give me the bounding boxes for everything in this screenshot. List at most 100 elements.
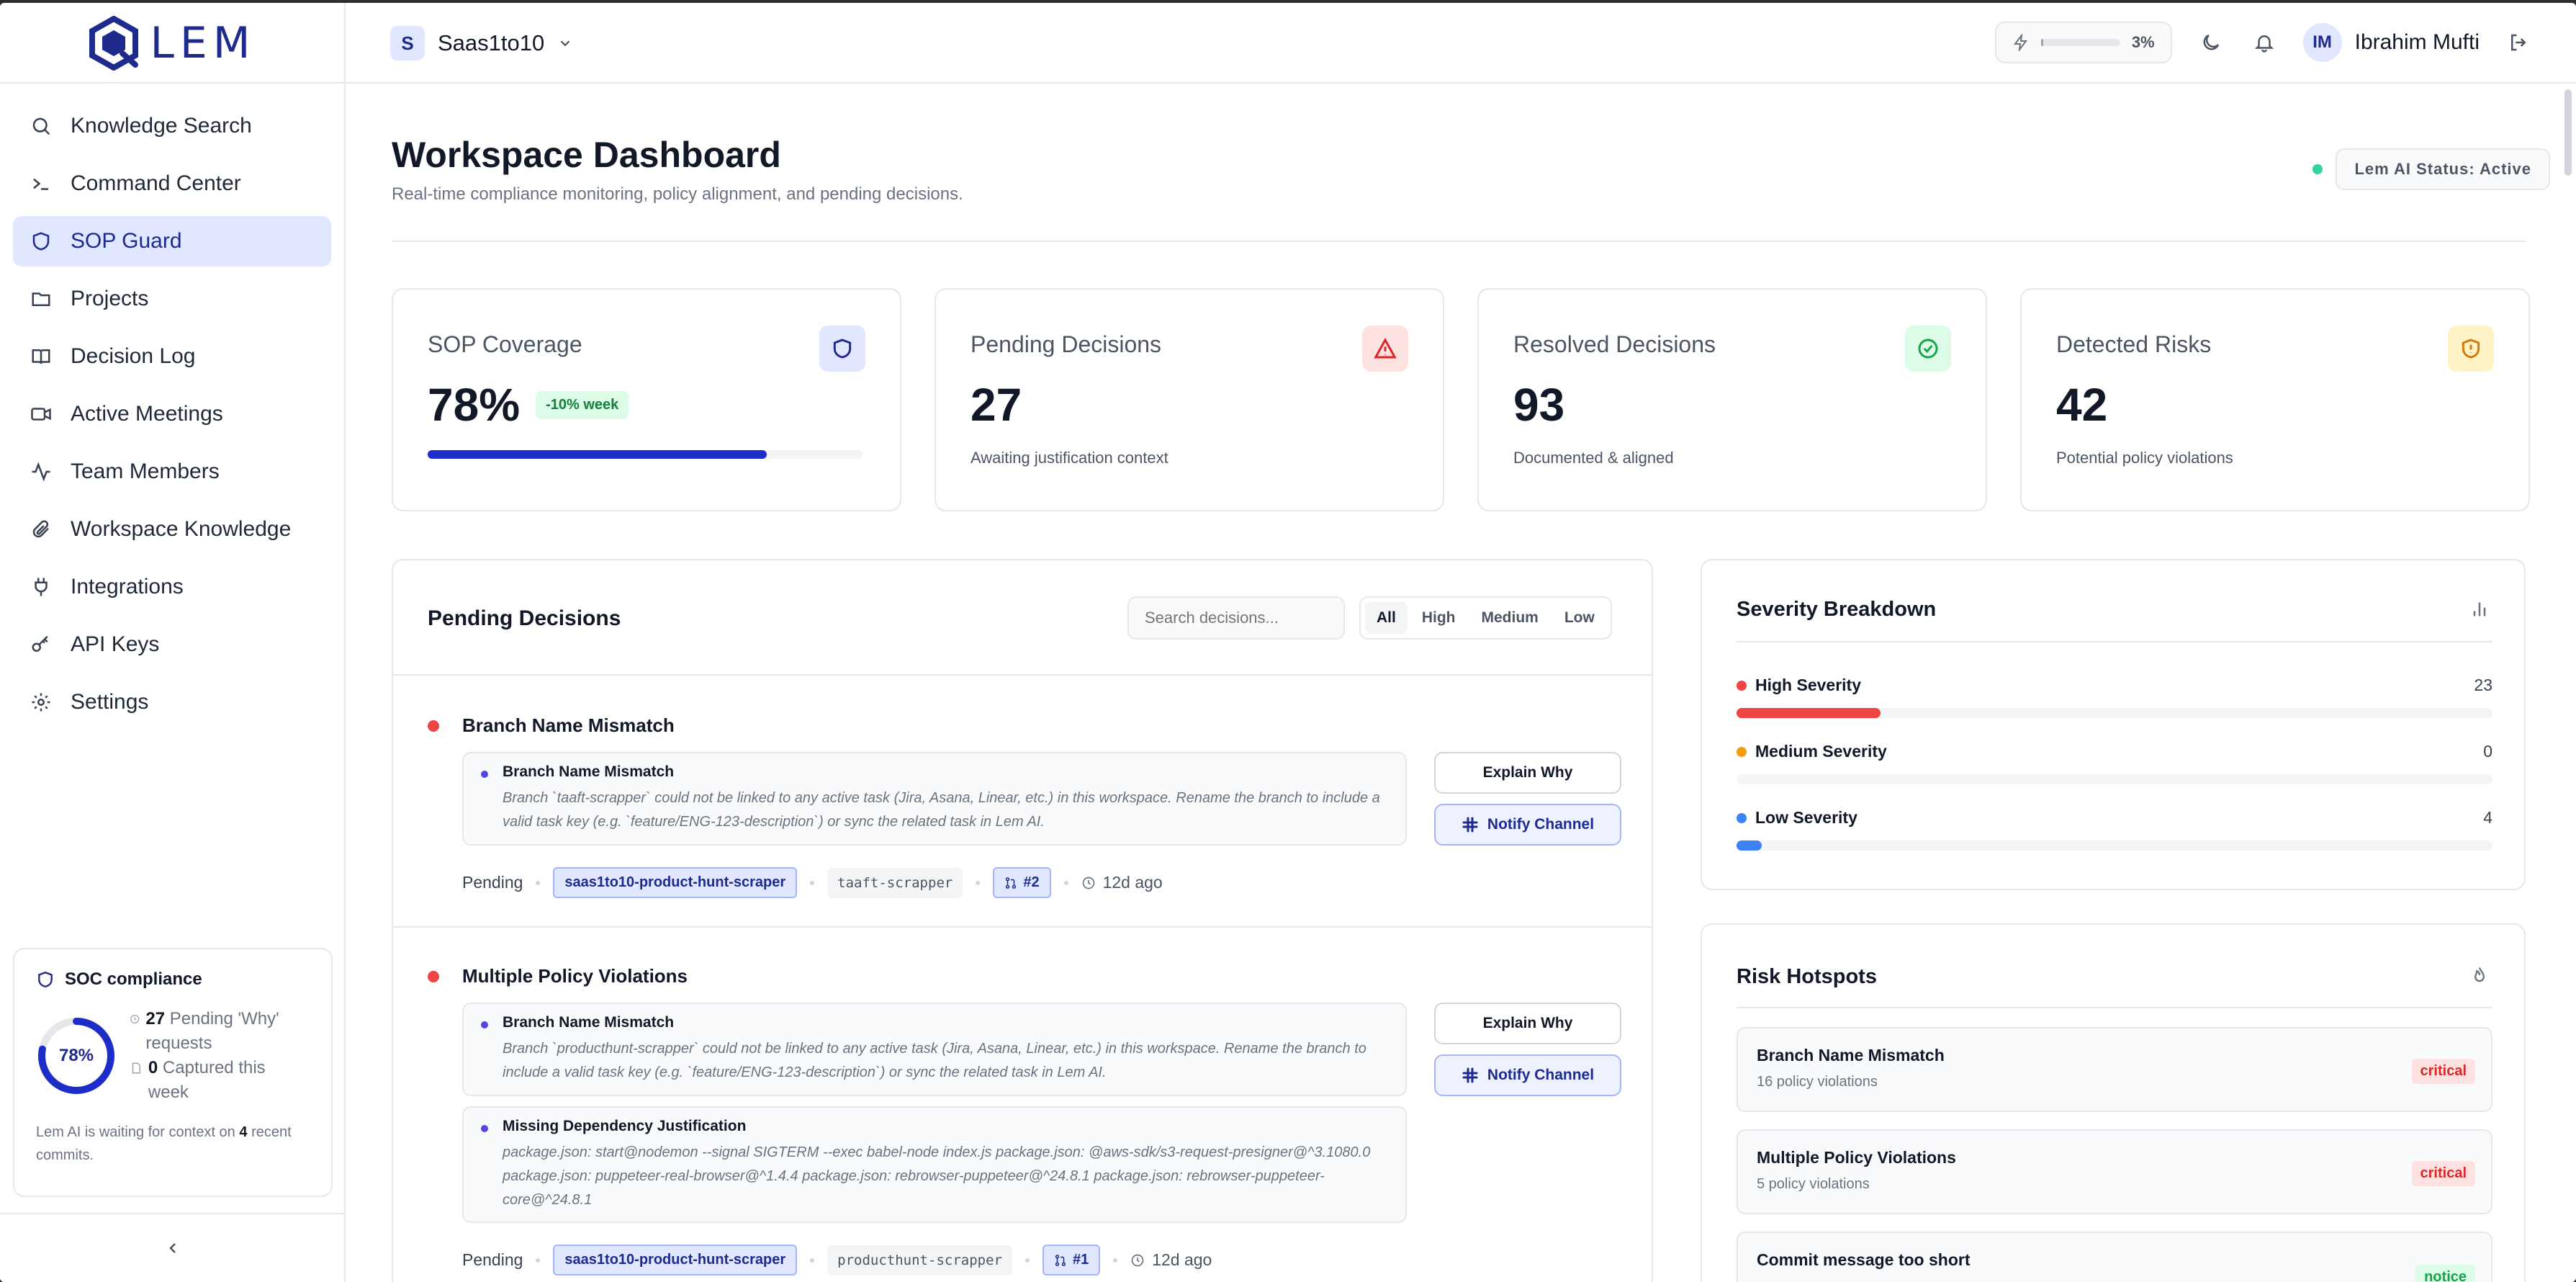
violation-text: Branch `taaft-scrapper` could not be lin… (503, 790, 1380, 830)
bar-chart-icon[interactable] (2469, 599, 2490, 619)
shield-alert-icon (2448, 326, 2494, 372)
filter-medium[interactable]: Medium (1481, 609, 1539, 626)
soc-compliance-card[interactable]: SOC compliance 78% 27 Pending 'Why' requ… (13, 948, 333, 1197)
filter-all[interactable]: All (1365, 602, 1408, 634)
button-label: Explain Why (1482, 1015, 1573, 1031)
hotspot-item[interactable]: Multiple Policy Violations 5 policy viol… (1737, 1129, 2492, 1214)
logout-button[interactable] (2504, 28, 2533, 57)
sidebar-item-label: Settings (71, 690, 149, 714)
violation-dot (481, 1125, 488, 1132)
flame-icon[interactable] (2469, 965, 2490, 985)
hotspot-count: 5 policy violations (1757, 1176, 1870, 1192)
user-menu[interactable]: IM Ibrahim Mufti (2302, 23, 2480, 62)
ai-status-badge: Lem AI Status: Active (2336, 148, 2550, 190)
button-label: Notify Channel (1487, 816, 1595, 833)
pull-request-number: #2 (1023, 874, 1040, 890)
severity-row-high: High Severity 23 (1737, 676, 2492, 718)
stat-description: Documented & aligned (1513, 449, 1674, 467)
chevron-down-icon (560, 40, 570, 47)
stat-card-detected-risks: Detected Risks 42 Potential policy viola… (2020, 288, 2530, 511)
pending-decisions-panel: Pending Decisions All High Medium Low Br… (392, 559, 1653, 1282)
sidebar-item-workspace-knowledge[interactable]: Workspace Knowledge (13, 504, 331, 555)
severity-badge: critical (2411, 1059, 2475, 1084)
severity-dot (1737, 812, 1747, 823)
stat-value: 27 (970, 379, 1022, 431)
panel-title: Severity Breakdown (1737, 598, 1937, 621)
sidebar-item-command-center[interactable]: Command Center (13, 158, 331, 209)
explain-why-button[interactable]: Explain Why (1434, 1003, 1621, 1044)
shield-icon (38, 971, 53, 987)
soc-progress-ring: 78% (36, 1016, 117, 1096)
clock-icon (1131, 1254, 1144, 1266)
page-scrollbar[interactable] (2564, 89, 2572, 176)
severity-dot (1737, 746, 1747, 757)
sidebar-item-label: API Keys (71, 632, 160, 656)
violation-card: Missing Dependency Justification package… (462, 1106, 1407, 1223)
violation-title: Missing Dependency Justification (503, 1118, 747, 1134)
stat-card-resolved-decisions: Resolved Decisions 93 Documented & align… (1477, 288, 1987, 511)
workspace-badge: S (390, 26, 425, 60)
filter-high[interactable]: High (1421, 609, 1456, 626)
stat-label: Detected Risks (2056, 331, 2212, 357)
severity-label: High Severity (1755, 676, 1861, 694)
soc-footer-text: Lem AI is waiting for context on (36, 1124, 235, 1140)
chevron-left-icon (169, 1243, 176, 1253)
sidebar-item-knowledge-search[interactable]: Knowledge Search (13, 101, 331, 151)
button-label: Explain Why (1482, 764, 1573, 781)
sidebar-item-projects[interactable]: Projects (13, 274, 331, 324)
workspace-switcher[interactable]: S Saas1to10 (390, 26, 573, 60)
sidebar-item-api-keys[interactable]: API Keys (13, 619, 331, 670)
hotspot-name: Commit message too short (1757, 1250, 1971, 1269)
stat-value: 78% (428, 379, 521, 431)
sidebar-item-active-meetings[interactable]: Active Meetings (13, 389, 331, 439)
clock-icon (130, 1014, 140, 1024)
severity-dot (428, 720, 439, 732)
repo-tag[interactable]: saas1to10-product-hunt-scraper (553, 867, 798, 898)
notify-channel-button[interactable]: Notify Channel (1434, 804, 1621, 846)
workspace-name: Saas1to10 (438, 30, 545, 55)
severity-label: Low Severity (1755, 808, 1857, 827)
sidebar-item-team-members[interactable]: Team Members (13, 447, 331, 497)
hotspot-item[interactable]: Commit message too short notice (1737, 1232, 2492, 1282)
severity-bar-fill (1737, 708, 1881, 718)
button-label: Notify Channel (1487, 1067, 1595, 1083)
repo-tag[interactable]: saas1to10-product-hunt-scraper (553, 1245, 798, 1276)
hotspot-name: Branch Name Mismatch (1757, 1046, 1945, 1064)
notify-channel-button[interactable]: Notify Channel (1434, 1054, 1621, 1096)
collapse-sidebar-button[interactable] (0, 1213, 346, 1282)
severity-bar-fill (1737, 841, 1762, 851)
separator-dot (810, 1258, 815, 1263)
decision-title: Branch Name Mismatch (462, 714, 675, 736)
severity-bar (1737, 841, 2492, 851)
pull-request-tag[interactable]: #2 (993, 867, 1051, 898)
hotspot-item[interactable]: Branch Name Mismatch 16 policy violation… (1737, 1027, 2492, 1112)
clock-icon (1082, 877, 1094, 889)
sidebar-item-decision-log[interactable]: Decision Log (13, 331, 331, 382)
usage-bar (2040, 39, 2120, 46)
sidebar-item-sop-guard[interactable]: SOP Guard (13, 216, 331, 266)
hotspot-name: Multiple Policy Violations (1757, 1148, 1956, 1167)
severity-dot (1737, 680, 1747, 691)
soc-footer-count: 4 (239, 1124, 248, 1140)
stat-description: Potential policy violations (2056, 449, 2233, 467)
severity-count: 0 (2483, 742, 2492, 761)
severity-bar (1737, 774, 2492, 784)
soc-captured-count: 0 (148, 1058, 158, 1077)
logo[interactable]: LEM (0, 3, 346, 84)
usage-indicator[interactable]: 3% (1994, 22, 2172, 63)
slack-icon (1462, 817, 1478, 833)
search-decisions-input[interactable] (1127, 596, 1345, 640)
sidebar-item-settings[interactable]: Settings (13, 677, 331, 727)
theme-toggle-button[interactable] (2197, 28, 2225, 57)
violation-title: Branch Name Mismatch (503, 763, 675, 780)
sidebar-nav: Knowledge Search Command Center SOP Guar… (0, 84, 344, 727)
time-ago-text: 12d ago (1102, 873, 1163, 892)
sidebar-item-label: SOP Guard (71, 229, 182, 253)
time-ago: 12d ago (1081, 873, 1163, 892)
notifications-button[interactable] (2250, 28, 2279, 57)
pull-request-tag[interactable]: #1 (1042, 1245, 1101, 1276)
severity-row-medium: Medium Severity 0 (1737, 742, 2492, 784)
explain-why-button[interactable]: Explain Why (1434, 752, 1621, 794)
filter-low[interactable]: Low (1564, 609, 1595, 626)
sidebar-item-integrations[interactable]: Integrations (13, 562, 331, 612)
